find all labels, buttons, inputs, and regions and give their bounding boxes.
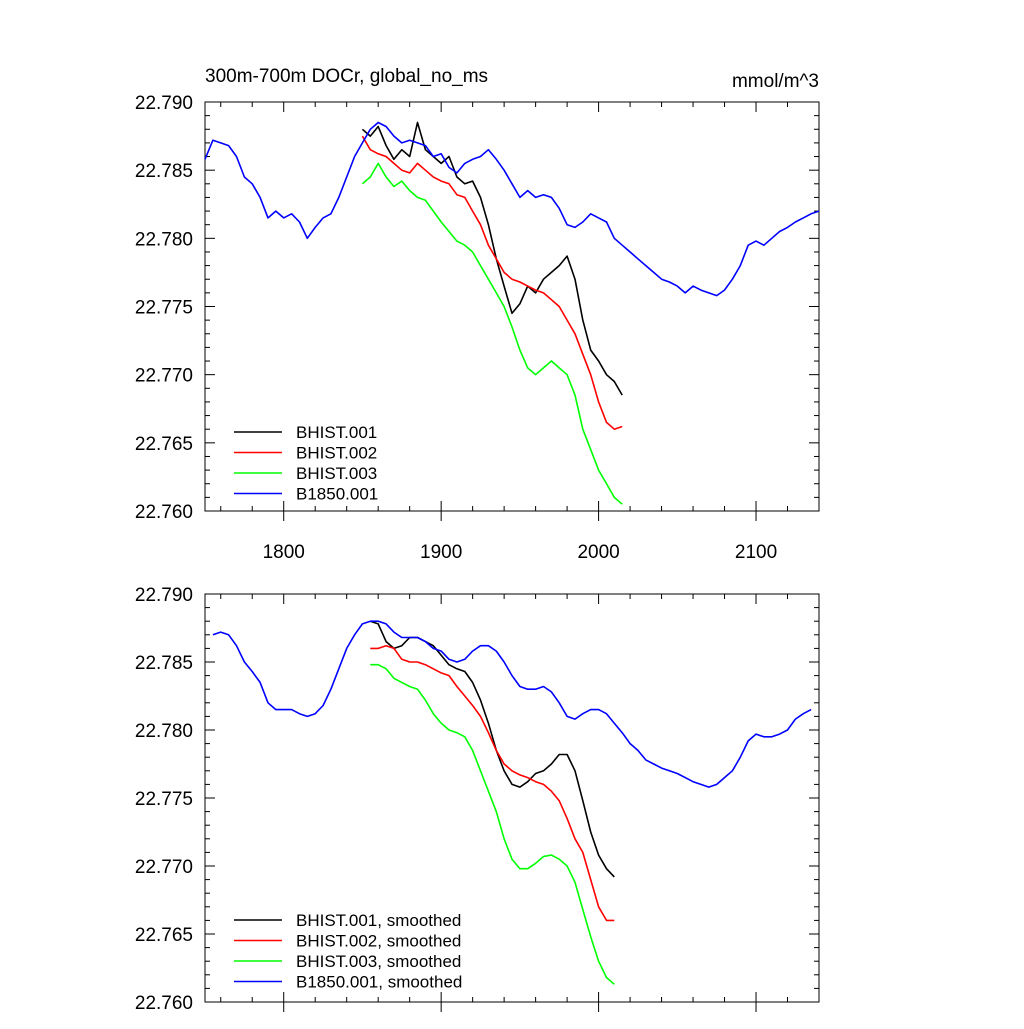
y-tick-label: 22.780	[135, 229, 193, 250]
legend-label: BHIST.003	[296, 464, 377, 483]
legend-label: BHIST.001	[296, 423, 377, 442]
series-line	[361, 121, 623, 396]
y-tick-label: 22.790	[135, 93, 193, 114]
series-line	[212, 620, 812, 788]
y-tick-label: 22.770	[135, 857, 193, 878]
legend-label: BHIST.002, smoothed	[296, 932, 461, 951]
series-line	[370, 620, 615, 878]
y-tick-label: 22.785	[135, 161, 193, 182]
chart-title: 300m-700m DOCr, global_no_ms	[205, 66, 488, 87]
y-tick-label: 22.765	[135, 925, 193, 946]
y-tick-label: 22.785	[135, 653, 193, 674]
y-tick-label: 22.775	[135, 789, 193, 810]
series-line	[361, 135, 623, 431]
x-tick-label: 1800	[263, 542, 305, 563]
y-tick-label: 22.775	[135, 298, 193, 319]
units-label: mmol/m^3	[732, 71, 819, 92]
y-tick-label: 22.790	[135, 585, 193, 606]
y-tick-label: 22.760	[135, 993, 193, 1014]
y-tick-label: 22.780	[135, 721, 193, 742]
y-tick-label: 22.770	[135, 366, 193, 387]
x-tick-label: 2000	[577, 542, 619, 563]
panel-raw: 22.760 22.765 22.770 22.775 22.780 22.785 22.7…	[135, 66, 820, 563]
legend: BHIST.001, smoothed BHIST.002, smoothedBH…	[234, 911, 462, 992]
legend-label: BHIST.001, smoothed	[296, 911, 461, 930]
y-tick-label: 22.760	[135, 502, 193, 523]
x-tick-label: 2100	[735, 542, 777, 563]
legend-label: B1850.001	[296, 485, 378, 504]
legend-label: BHIST.002	[296, 444, 377, 463]
series-line	[370, 663, 615, 985]
panel-smoothed: 22.760 22.765 22.770 22.775 22.780 22.785 22.7…	[135, 585, 820, 1014]
y-tick-label: 22.765	[135, 434, 193, 455]
series-line	[370, 644, 615, 922]
legend-label: BHIST.003, smoothed	[296, 952, 461, 971]
x-tick-label: 1900	[420, 542, 462, 563]
legend-label: B1850.001, smoothed	[296, 973, 462, 992]
series-line	[361, 162, 623, 505]
series-line	[204, 121, 820, 297]
